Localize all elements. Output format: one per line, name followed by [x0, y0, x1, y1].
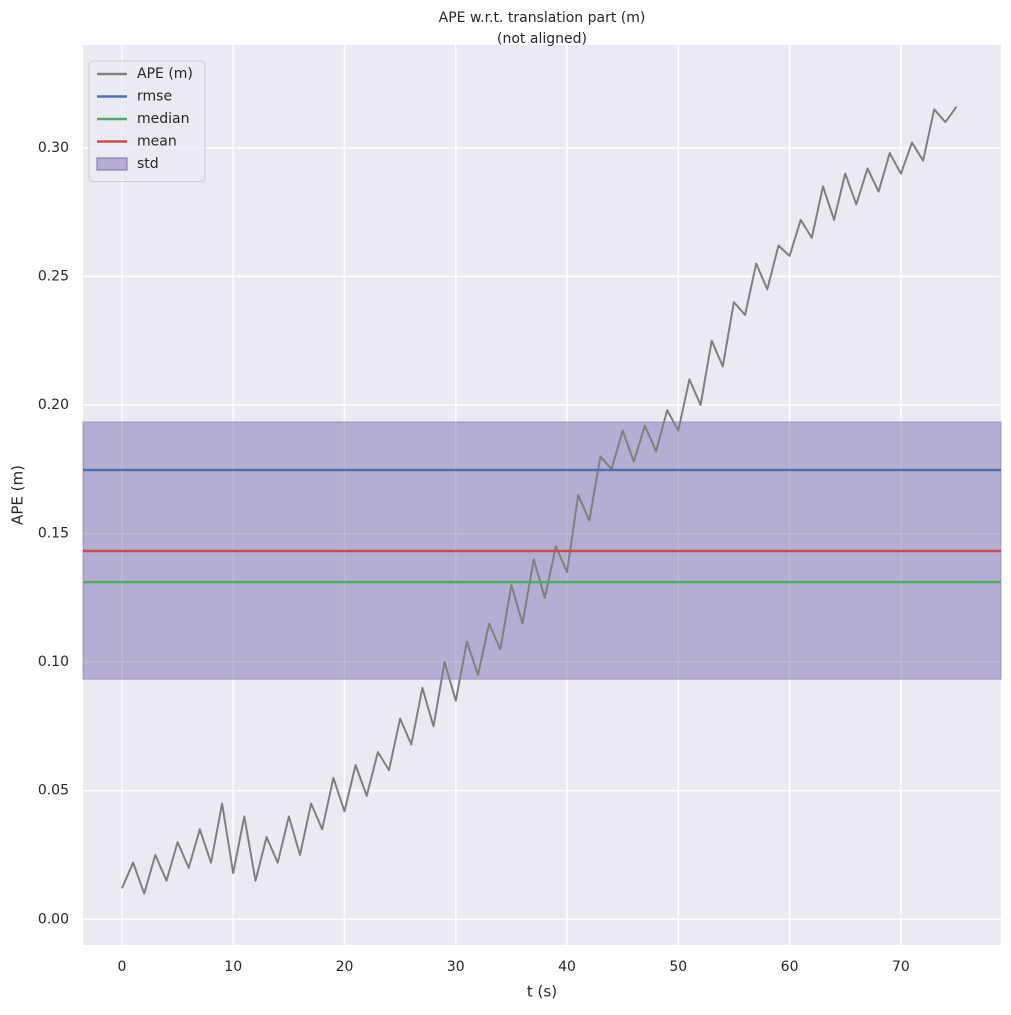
ape-line [120, 106, 958, 895]
x-tick-label: 60 [781, 959, 799, 975]
y-tick-label: 0.20 [38, 397, 69, 413]
y-tick-label: 0.05 [38, 783, 69, 799]
legend-swatch [96, 157, 128, 171]
chart-subtitle: (not aligned) [497, 31, 587, 47]
x-tick-label: 30 [447, 959, 465, 975]
x-tick-label: 0 [117, 959, 126, 975]
y-tick-label: 0.00 [38, 911, 69, 927]
y-tick-label: 0.25 [38, 268, 69, 284]
chart-title: APE w.r.t. translation part (m) [439, 10, 646, 26]
legend: APE (m) rmse median mean std [88, 60, 206, 182]
x-tick-label: 40 [558, 959, 576, 975]
x-tick-label: 50 [669, 959, 687, 975]
legend-label: median [137, 111, 189, 127]
legend-box [88, 60, 206, 182]
legend-label: mean [137, 134, 177, 150]
legend-label: rmse [137, 89, 172, 105]
x-tick-label: 70 [892, 959, 910, 975]
y-tick-label: 0.30 [38, 140, 69, 156]
legend-label: APE (m) [137, 66, 193, 82]
legend-label: std [137, 156, 159, 172]
x-tick-label: 20 [336, 959, 354, 975]
x-tick-label: 10 [224, 959, 242, 975]
x-axis-label: t (s) [527, 983, 557, 1001]
y-tick-label: 0.15 [38, 526, 69, 542]
y-tick-label: 0.10 [38, 654, 69, 670]
y-axis-label: APE (m) [9, 465, 27, 525]
